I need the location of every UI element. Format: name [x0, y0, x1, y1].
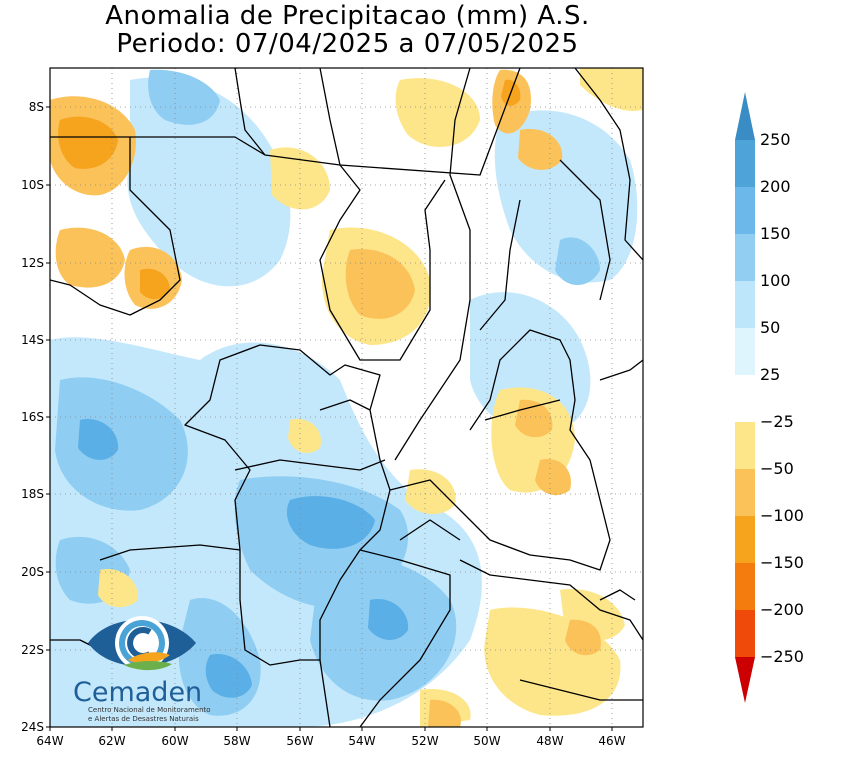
colorbar-label: 50 — [760, 318, 780, 337]
colorbar-segment-150-200 — [735, 187, 755, 234]
colorbar-label: 25 — [760, 365, 780, 384]
logo-name: Cemaden — [73, 677, 202, 708]
lat-label: 22S — [21, 643, 44, 657]
colorbar-label: −25 — [760, 412, 794, 431]
title-line-2: Periodo: 07/04/2025 a 07/05/2025 — [116, 29, 579, 59]
colorbar-top-arrow — [735, 92, 755, 140]
map-frame — [49, 67, 644, 728]
colorbar-bottom-arrow — [735, 657, 755, 703]
cemaden-logo: Cemaden Centro Nacional de Monitoramento… — [73, 616, 211, 723]
lat-label: 14S — [21, 333, 44, 347]
negative-anomaly-strong — [58, 79, 521, 300]
colorbar-label: 100 — [760, 271, 791, 290]
lon-label: 52W — [411, 734, 438, 748]
longitude-labels: 64W 62W 60W 58W 56W 54W 52W 50W 48W 46W — [36, 734, 625, 748]
positive-anomaly-medium — [55, 69, 600, 716]
colorbar-segment-m50-m100 — [735, 469, 755, 516]
lat-label: 8S — [29, 100, 44, 114]
colorbar-label: 250 — [760, 130, 791, 149]
lat-label: 10S — [21, 178, 44, 192]
lat-label: 20S — [21, 565, 44, 579]
lat-label: 18S — [21, 487, 44, 501]
axis-ticks — [46, 106, 613, 731]
lat-label: 16S — [21, 410, 44, 424]
lon-label: 62W — [98, 734, 125, 748]
map-title: Anomalia de Precipitacao (mm) A.S. Perio… — [50, 2, 645, 58]
state-borders — [50, 68, 643, 727]
colorbar-segment-100-150 — [735, 234, 755, 281]
logo-subtitle-2: e Alertas de Desastres Naturais — [88, 715, 199, 723]
colorbar-label: −250 — [760, 647, 804, 666]
colorbar-segment-m25-m50 — [735, 422, 755, 469]
colorbar-segment-m200-m250 — [735, 610, 755, 657]
lon-label: 46W — [598, 734, 625, 748]
colorbar-segment-50-100 — [735, 281, 755, 328]
colorbar-segment-m100-m150 — [735, 516, 755, 563]
lon-label: 48W — [536, 734, 563, 748]
cemaden-eye-icon — [88, 616, 196, 671]
lon-label: 60W — [161, 734, 188, 748]
lat-label: 24S — [21, 720, 44, 734]
lon-label: 54W — [348, 734, 375, 748]
colorbar-label: −50 — [760, 459, 794, 478]
colorbar-label: −200 — [760, 600, 804, 619]
latitude-labels: 8S 10S 12S 14S 16S 18S 20S 22S 24S — [21, 100, 44, 734]
colorbar-label: −150 — [760, 553, 804, 572]
colorbar-label: 150 — [760, 224, 791, 243]
colorbar-segment-25-50 — [735, 328, 755, 375]
lon-label: 56W — [286, 734, 313, 748]
positive-anomaly-strong — [78, 419, 409, 698]
logo-subtitle-1: Centro Nacional de Monitoramento — [88, 706, 211, 714]
lon-label: 58W — [223, 734, 250, 748]
lat-label: 12S — [21, 256, 44, 270]
lon-label: 50W — [473, 734, 500, 748]
colorbar: 250 200 150 100 50 25 −25 −50 −100 −150 … — [735, 92, 804, 703]
colorbar-segment-200-250 — [735, 140, 755, 187]
lon-label: 64W — [36, 734, 63, 748]
colorbar-segment-m150-m200 — [735, 563, 755, 610]
colorbar-segment-neutral — [735, 375, 755, 422]
colorbar-label: 200 — [760, 177, 791, 196]
colorbar-label: −100 — [760, 506, 804, 525]
title-line-1: Anomalia de Precipitacao (mm) A.S. — [105, 1, 590, 31]
